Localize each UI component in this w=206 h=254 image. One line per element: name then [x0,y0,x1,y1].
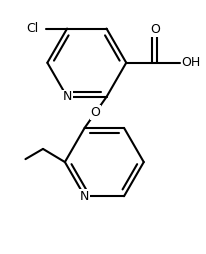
Text: O: O [91,106,101,119]
Text: N: N [62,90,72,103]
Text: N: N [80,190,89,203]
Text: O: O [150,23,160,36]
Text: OH: OH [181,56,200,69]
Text: Cl: Cl [26,22,39,35]
